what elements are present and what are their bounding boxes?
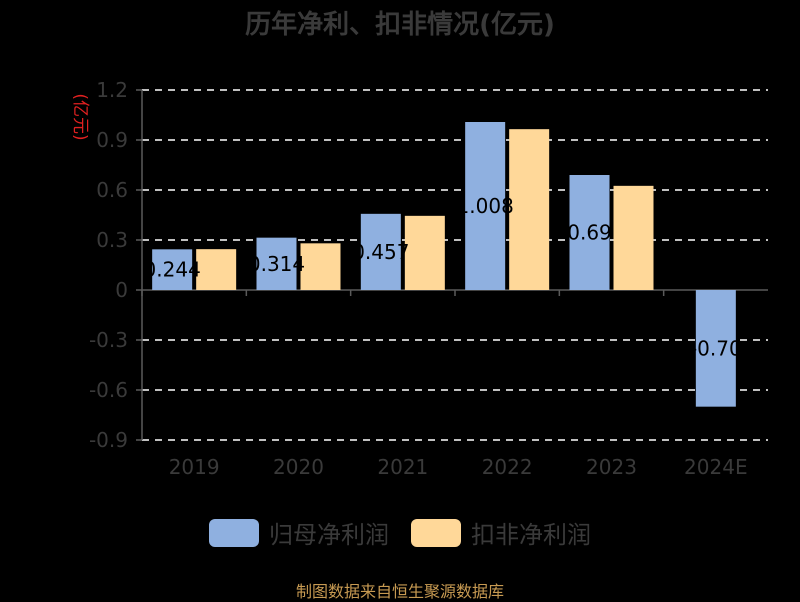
bar-series-1 (465, 122, 506, 290)
bar-series-1 (152, 249, 193, 290)
x-tick-label: 2020 (273, 455, 324, 479)
data-label: -0.70 (690, 336, 742, 360)
data-label: 0.69 (567, 221, 612, 245)
y-tick-label: 0.3 (96, 228, 128, 252)
y-tick-label: 0.6 (96, 178, 128, 202)
legend-label-series-1: 归母净利润 (269, 521, 389, 549)
y-tick-label: -0.9 (89, 428, 128, 452)
y-axis-unit-label: (亿元) (70, 93, 90, 140)
bar-series-2 (404, 215, 445, 290)
gridlines (142, 89, 768, 441)
x-tick-label: 2024E (684, 455, 748, 479)
chart-title: 历年净利、扣非情况(亿元) (245, 10, 555, 40)
x-tick-label: 2022 (482, 455, 533, 479)
bar-series-1 (256, 237, 297, 290)
data-labels: 0.244 0.314 0.457 1.008 0.69 -0.70 (144, 194, 742, 360)
legend-label-series-2: 扣非净利润 (471, 521, 591, 549)
data-label: 0.244 (144, 258, 201, 282)
legend-swatch-series-1 (209, 518, 259, 547)
y-tick-label: 1.2 (96, 78, 128, 102)
legend-item-series-2[interactable]: 扣非净利润 (411, 515, 591, 550)
bar-series-2 (613, 185, 654, 290)
bar-series-1 (360, 213, 401, 290)
x-tick-label: 2021 (377, 455, 428, 479)
bar-series-2 (300, 243, 341, 290)
source-note: 制图数据来自恒生聚源数据库 (295, 582, 504, 601)
legend-item-series-1[interactable]: 归母净利润 (209, 515, 389, 550)
axes: -0.9 -0.6 -0.3 0 0.3 0.6 0.9 1.2 2019 2020 2021 202… (89, 78, 768, 479)
bar-series-1 (695, 290, 736, 407)
legend-swatch-series-2 (411, 518, 461, 547)
y-tick-label: 0 (115, 278, 128, 302)
y-tick-label: -0.6 (89, 378, 128, 402)
y-tick-label: -0.3 (89, 328, 128, 352)
data-label: 0.457 (352, 240, 409, 264)
x-tick-label: 2023 (586, 455, 637, 479)
data-label: 1.008 (457, 194, 514, 218)
y-tick-label: 0.9 (96, 128, 128, 152)
x-tick-label: 2019 (169, 455, 220, 479)
legend: 归母净利润 扣非净利润 (0, 515, 800, 550)
bar-series-1 (569, 175, 610, 290)
bar-series-2 (509, 129, 550, 290)
bar-series-2 (196, 249, 237, 290)
data-label: 0.314 (248, 252, 305, 276)
bars (152, 122, 736, 407)
